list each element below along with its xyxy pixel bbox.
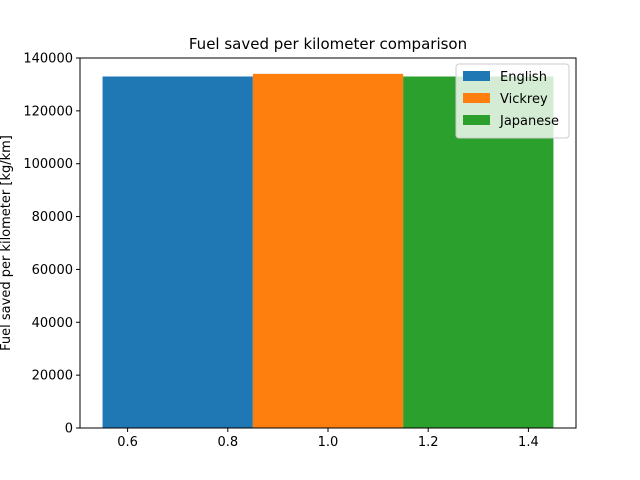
y-tick-label: 80000 [32,210,73,225]
y-tick-label: 40000 [32,316,73,331]
legend-swatch-vickrey [463,93,490,103]
x-axis: 0.6 0.8 1.0 1.2 1.4 [117,428,539,450]
x-tick-label: 0.6 [117,435,138,450]
y-axis: 0 20000 40000 60000 80000 100000 120000 140000 [23,52,80,437]
x-tick-label: 1.2 [418,435,439,450]
legend: English Vickrey Japanese [455,63,570,139]
y-axis-label: Fuel saved per kilometer [kg/km] [0,135,14,351]
legend-swatch-english [463,71,490,81]
legend-label-english: English [500,70,547,85]
legend-label-vickrey: Vickrey [500,92,548,107]
y-tick-label: 0 [65,422,73,437]
chart-title: Fuel saved per kilometer comparison [189,35,467,53]
legend-label-japanese: Japanese [499,114,559,129]
x-tick-label: 1.4 [518,435,539,450]
y-tick-label: 120000 [23,104,73,119]
y-tick-label: 100000 [23,157,73,172]
x-tick-label: 1.0 [318,435,339,450]
legend-swatch-japanese [463,115,490,125]
y-tick-label: 60000 [32,263,73,278]
x-tick-label: 0.8 [217,435,238,450]
y-tick-label: 20000 [32,369,73,384]
bar-vickrey [252,73,404,428]
bar-english [102,76,253,428]
y-tick-label: 140000 [23,52,73,67]
bars [102,73,554,428]
